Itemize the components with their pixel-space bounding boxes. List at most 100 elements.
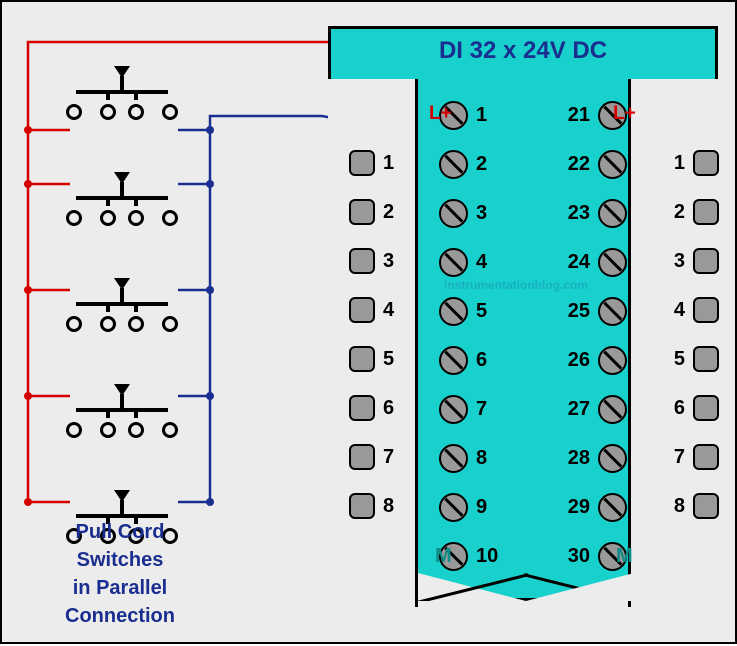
wire-junction bbox=[24, 180, 32, 188]
pull-cord-switch bbox=[66, 394, 166, 438]
square-terminal bbox=[693, 395, 719, 421]
terminal-label: 5 bbox=[383, 348, 407, 371]
screw-terminal bbox=[598, 297, 627, 326]
terminal-row: 3 bbox=[439, 197, 500, 229]
terminal-label: 4 bbox=[671, 299, 685, 322]
terminal-row: 5 bbox=[349, 343, 407, 375]
square-terminal bbox=[693, 444, 719, 470]
terminal-label: 7 bbox=[476, 398, 500, 421]
terminal-label: 29 bbox=[566, 496, 590, 519]
m-label-left: M bbox=[435, 545, 452, 568]
terminal-row: 8 bbox=[671, 490, 719, 522]
terminal-label: 24 bbox=[566, 251, 590, 274]
terminal-row: 29 bbox=[566, 491, 627, 523]
terminal-label: 3 bbox=[476, 202, 500, 225]
square-terminal bbox=[349, 248, 375, 274]
screw-terminal bbox=[598, 150, 627, 179]
terminal-row: 5 bbox=[671, 343, 719, 375]
terminal-col-outer-right: 1 2 3 4 5 6 7 8 bbox=[671, 147, 719, 522]
terminal-label: 30 bbox=[566, 545, 590, 568]
terminal-row: 1 bbox=[349, 147, 407, 179]
terminal-row: 4 bbox=[439, 246, 500, 278]
terminal-row: 6 bbox=[671, 392, 719, 424]
terminal-col-center-left: 12345678910 bbox=[439, 99, 500, 572]
terminal-row: 7 bbox=[439, 393, 500, 425]
terminal-row: 27 bbox=[566, 393, 627, 425]
terminal-row: 24 bbox=[566, 246, 627, 278]
square-terminal bbox=[693, 493, 719, 519]
terminal-row: 28 bbox=[566, 442, 627, 474]
caption-line: Switches bbox=[50, 546, 190, 574]
screw-terminal bbox=[598, 199, 627, 228]
terminal-row: 26 bbox=[566, 344, 627, 376]
square-terminal bbox=[349, 444, 375, 470]
module-title: DI 32 x 24V DC bbox=[331, 37, 715, 65]
terminal-row: 4 bbox=[349, 294, 407, 326]
terminal-row: 5 bbox=[439, 295, 500, 327]
screw-terminal bbox=[598, 248, 627, 277]
square-terminal bbox=[349, 297, 375, 323]
square-terminal bbox=[693, 346, 719, 372]
terminal-row: 1 bbox=[671, 147, 719, 179]
terminal-label: 2 bbox=[671, 201, 685, 224]
terminal-col-center-right: 21222324252627282930 bbox=[566, 99, 627, 572]
square-terminal bbox=[693, 297, 719, 323]
terminal-row: 4 bbox=[671, 294, 719, 326]
terminal-label: 5 bbox=[671, 348, 685, 371]
watermark: instrumentationblog.com bbox=[444, 278, 588, 292]
wire-junction bbox=[24, 286, 32, 294]
wire-junction bbox=[206, 126, 214, 134]
terminal-label: 4 bbox=[476, 251, 500, 274]
terminal-row: 6 bbox=[439, 344, 500, 376]
screw-terminal bbox=[439, 493, 468, 522]
wire-junction bbox=[24, 126, 32, 134]
screw-terminal bbox=[439, 150, 468, 179]
caption-line: Connection bbox=[50, 602, 190, 630]
terminal-label: 25 bbox=[566, 300, 590, 323]
terminal-row: 8 bbox=[349, 490, 407, 522]
terminal-label: 2 bbox=[383, 201, 407, 224]
wire-junction bbox=[206, 498, 214, 506]
terminal-label: 1 bbox=[671, 152, 685, 175]
terminal-label: 8 bbox=[383, 495, 407, 518]
terminal-row: 3 bbox=[671, 245, 719, 277]
wire-junction bbox=[24, 392, 32, 400]
terminal-label: 8 bbox=[476, 447, 500, 470]
square-terminal bbox=[349, 346, 375, 372]
terminal-row: 6 bbox=[349, 392, 407, 424]
terminal-label: 1 bbox=[383, 152, 407, 175]
screw-terminal bbox=[439, 248, 468, 277]
terminal-row: 2 bbox=[439, 148, 500, 180]
terminal-label: 7 bbox=[383, 446, 407, 469]
switch-stack bbox=[66, 76, 166, 544]
terminal-label: 10 bbox=[476, 545, 500, 568]
screw-terminal bbox=[439, 346, 468, 375]
square-terminal bbox=[349, 395, 375, 421]
caption: Pull Cord Switches in Parallel Connectio… bbox=[50, 518, 190, 630]
terminal-row: 7 bbox=[671, 441, 719, 473]
square-terminal bbox=[693, 199, 719, 225]
diagram-canvas: Pull Cord Switches in Parallel Connectio… bbox=[0, 0, 737, 644]
terminal-label: 6 bbox=[671, 397, 685, 420]
bottom-notch bbox=[418, 571, 634, 601]
terminal-col-outer-left: 12345678 bbox=[349, 147, 407, 522]
square-terminal bbox=[693, 248, 719, 274]
terminal-label: 6 bbox=[476, 349, 500, 372]
terminal-label: 6 bbox=[383, 397, 407, 420]
wire-junction bbox=[206, 392, 214, 400]
lplus-label-left: L+ bbox=[429, 103, 452, 125]
square-terminal bbox=[349, 199, 375, 225]
terminal-label: 28 bbox=[566, 447, 590, 470]
square-terminal bbox=[693, 150, 719, 176]
square-terminal bbox=[349, 150, 375, 176]
pull-cord-switch bbox=[66, 182, 166, 226]
terminal-label: 23 bbox=[566, 202, 590, 225]
terminal-label: 8 bbox=[671, 495, 685, 518]
caption-line: in Parallel bbox=[50, 574, 190, 602]
terminal-label: 5 bbox=[476, 300, 500, 323]
screw-terminal bbox=[598, 346, 627, 375]
screw-terminal bbox=[439, 297, 468, 326]
terminal-row: 25 bbox=[566, 295, 627, 327]
terminal-label: 3 bbox=[671, 250, 685, 273]
screw-terminal bbox=[598, 395, 627, 424]
